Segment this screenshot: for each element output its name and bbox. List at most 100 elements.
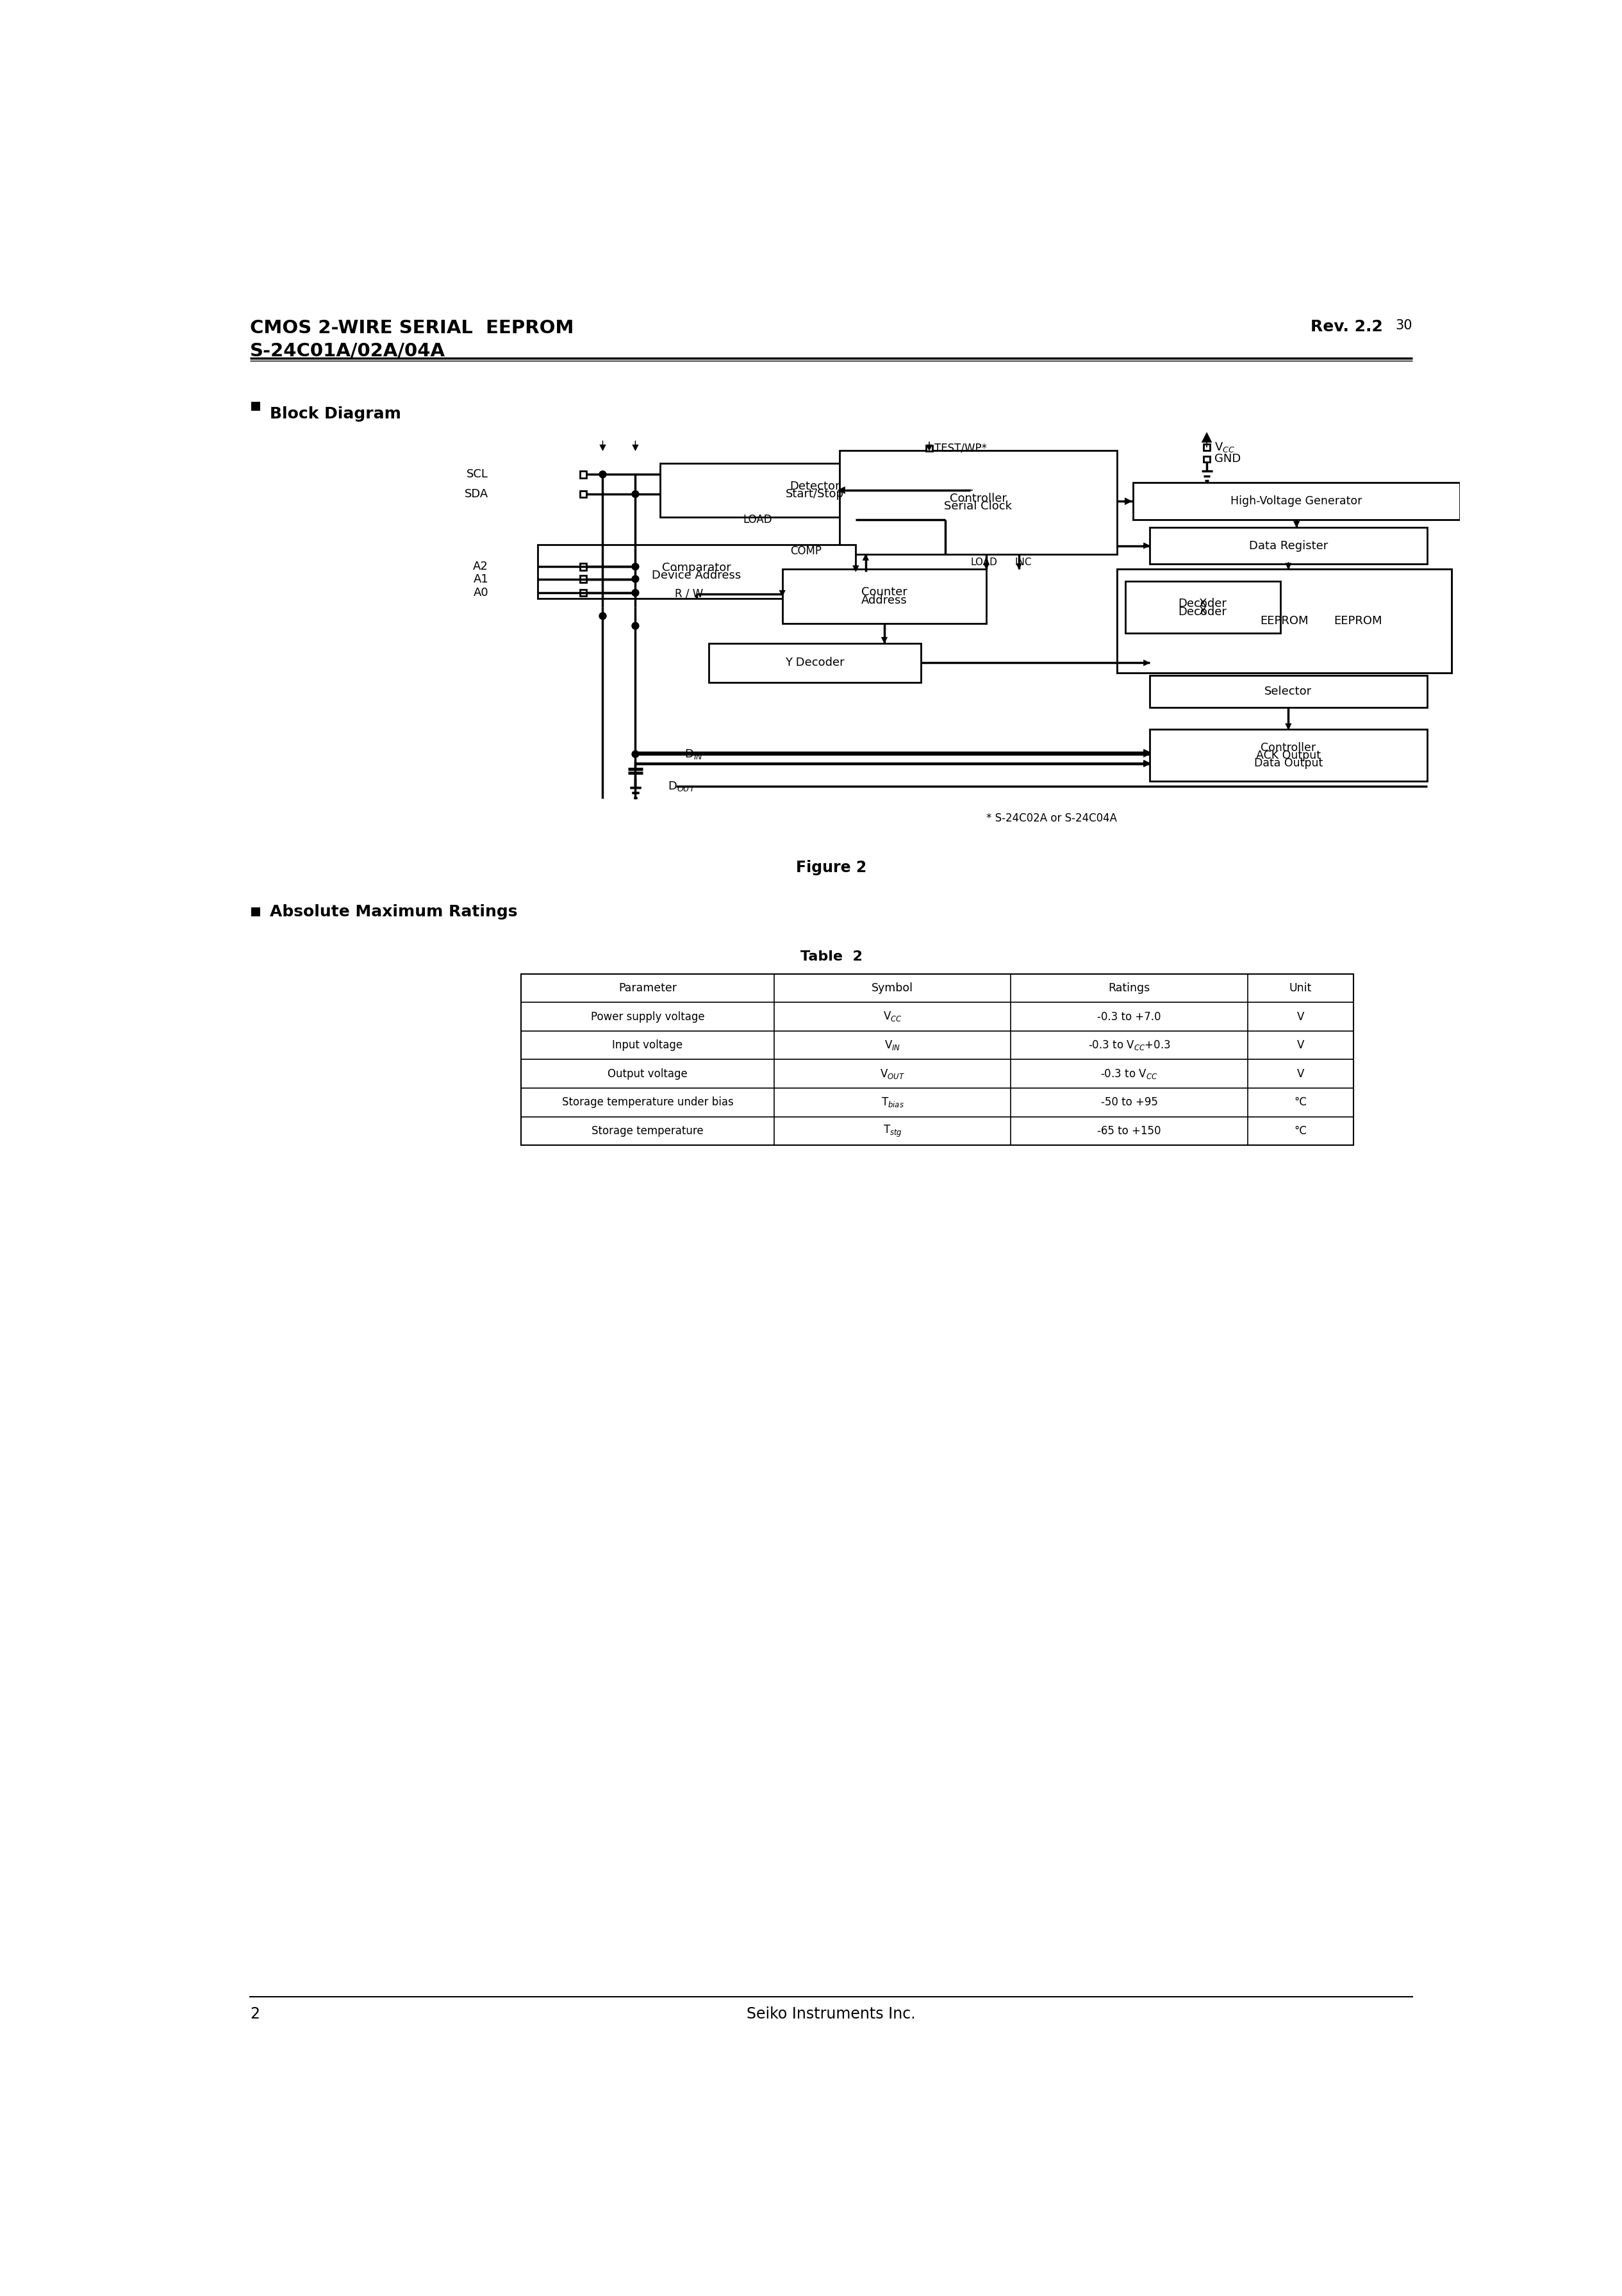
Text: 30: 30 <box>1395 319 1413 331</box>
Text: Decoder: Decoder <box>1178 606 1226 618</box>
Text: Serial Clock: Serial Clock <box>944 501 1012 512</box>
Circle shape <box>633 590 639 597</box>
FancyArrow shape <box>1285 723 1291 730</box>
Text: -65 to +150: -65 to +150 <box>1098 1125 1161 1137</box>
Text: Y Decoder: Y Decoder <box>785 657 845 668</box>
Text: Counter: Counter <box>861 585 907 597</box>
Text: X: X <box>1199 597 1207 608</box>
Text: V$_{OUT}$: V$_{OUT}$ <box>881 1068 905 1081</box>
Text: EEPROM: EEPROM <box>1260 615 1309 627</box>
Text: Storage temperature under bias: Storage temperature under bias <box>561 1097 733 1109</box>
FancyArrow shape <box>1142 751 1150 758</box>
FancyArrow shape <box>1142 542 1150 549</box>
FancyArrow shape <box>1202 432 1212 448</box>
Text: EEPROM: EEPROM <box>1333 615 1382 627</box>
Text: CMOS 2-WIRE SERIAL  EEPROM: CMOS 2-WIRE SERIAL EEPROM <box>250 319 574 338</box>
Text: SDA: SDA <box>464 489 488 501</box>
Bar <box>537 544 856 599</box>
Text: Address: Address <box>861 595 907 606</box>
Bar <box>709 643 921 682</box>
Text: Parameter: Parameter <box>618 983 676 994</box>
Text: Unit: Unit <box>1289 983 1312 994</box>
Text: High-Voltage Generator: High-Voltage Generator <box>1231 496 1362 507</box>
Circle shape <box>633 751 639 758</box>
Circle shape <box>633 576 639 583</box>
Text: * S-24C02A or S-24C04A: * S-24C02A or S-24C04A <box>986 813 1118 824</box>
Text: LOAD: LOAD <box>970 558 998 567</box>
Text: D$_{OUT}$: D$_{OUT}$ <box>668 781 696 792</box>
Circle shape <box>599 613 607 620</box>
Text: A0: A0 <box>474 588 488 599</box>
Text: Figure 2: Figure 2 <box>796 861 866 875</box>
FancyArrow shape <box>881 638 887 643</box>
Bar <box>579 471 587 478</box>
Text: Input voltage: Input voltage <box>613 1040 683 1052</box>
Text: -0.3 to +7.0: -0.3 to +7.0 <box>1098 1010 1161 1022</box>
Text: Controller: Controller <box>950 494 1007 505</box>
Text: Controller: Controller <box>1260 742 1315 753</box>
Text: R / W: R / W <box>675 588 704 599</box>
Text: Start/Stop: Start/Stop <box>785 489 843 501</box>
FancyArrow shape <box>600 441 605 450</box>
Text: D$_{IN}$: D$_{IN}$ <box>684 748 702 760</box>
Text: V: V <box>1298 1040 1304 1052</box>
Bar <box>1118 569 1452 673</box>
Bar <box>579 590 587 597</box>
FancyArrow shape <box>839 487 973 494</box>
Text: Decoder: Decoder <box>1178 597 1226 608</box>
Text: A1: A1 <box>474 574 488 585</box>
Circle shape <box>599 471 607 478</box>
Text: V$_{IN}$: V$_{IN}$ <box>884 1038 900 1052</box>
Text: T$_{bias}$: T$_{bias}$ <box>881 1095 903 1109</box>
Bar <box>1134 482 1460 519</box>
Text: Block Diagram: Block Diagram <box>269 406 401 422</box>
Bar <box>1126 581 1280 634</box>
Text: Data Register: Data Register <box>1249 540 1328 551</box>
Bar <box>1150 730 1427 781</box>
FancyArrow shape <box>983 565 989 569</box>
Text: V: V <box>1298 1068 1304 1079</box>
Text: Detector: Detector <box>790 480 840 491</box>
Bar <box>579 491 587 498</box>
FancyArrow shape <box>1294 521 1299 528</box>
FancyArrow shape <box>1142 760 1150 767</box>
Text: V$_{CC}$: V$_{CC}$ <box>882 1010 902 1024</box>
Bar <box>1150 528 1427 565</box>
Bar <box>782 569 986 625</box>
FancyArrow shape <box>1285 563 1291 569</box>
Bar <box>1126 581 1280 634</box>
Bar <box>926 445 933 452</box>
Text: Seiko Instruments Inc.: Seiko Instruments Inc. <box>746 2007 916 2020</box>
FancyArrow shape <box>1119 498 1132 505</box>
Text: LOAD: LOAD <box>743 514 772 526</box>
FancyArrow shape <box>1142 748 1150 755</box>
Text: Selector: Selector <box>1265 687 1312 698</box>
Text: Symbol: Symbol <box>871 983 913 994</box>
Text: °C: °C <box>1294 1097 1307 1109</box>
FancyArrow shape <box>1142 659 1150 666</box>
Bar <box>521 974 1354 1146</box>
FancyArrow shape <box>1017 565 1022 569</box>
Text: GND: GND <box>1215 452 1241 464</box>
Text: X: X <box>1199 606 1207 618</box>
Text: 2: 2 <box>250 2007 260 2020</box>
Bar <box>1150 675 1427 707</box>
Text: Table  2: Table 2 <box>800 951 863 962</box>
FancyArrow shape <box>633 441 639 450</box>
Text: ACK Output: ACK Output <box>1255 748 1320 762</box>
Text: Ratings: Ratings <box>1108 983 1150 994</box>
Text: Output voltage: Output voltage <box>608 1068 688 1079</box>
Text: V: V <box>1298 1010 1304 1022</box>
Text: T$_{stg}$: T$_{stg}$ <box>882 1123 902 1139</box>
FancyArrow shape <box>863 553 869 565</box>
Text: TEST/WP*: TEST/WP* <box>934 443 986 455</box>
Text: Power supply voltage: Power supply voltage <box>590 1010 704 1022</box>
Text: Comparator: Comparator <box>662 563 732 574</box>
Bar <box>579 563 587 569</box>
Bar <box>251 907 260 916</box>
Text: °C: °C <box>1294 1125 1307 1137</box>
Text: Rev. 2.2: Rev. 2.2 <box>1311 319 1384 335</box>
Bar <box>579 576 587 583</box>
Text: SCL: SCL <box>467 468 488 480</box>
Bar <box>1204 457 1210 461</box>
